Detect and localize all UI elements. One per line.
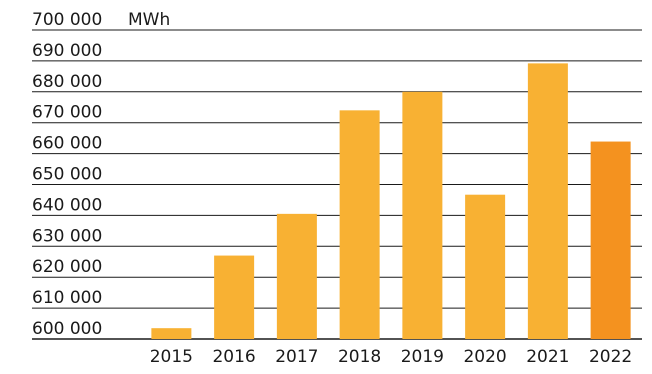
y-tick-label: 670 000 (32, 103, 102, 123)
y-tick-label: 690 000 (32, 41, 102, 61)
y-tick-label: 600 000 (32, 319, 102, 339)
x-tick-label: 2017 (275, 347, 318, 367)
y-tick-label: 630 000 (32, 226, 102, 246)
bar-2018 (339, 110, 380, 339)
x-tick-label: 2022 (589, 347, 632, 367)
y-tick-label: 620 000 (32, 257, 102, 277)
x-tick-label: 2020 (463, 347, 506, 367)
gridlines (32, 29, 642, 340)
bar-2017 (276, 213, 317, 339)
bars (151, 63, 631, 339)
y-tick-label: 640 000 (32, 195, 102, 215)
y-tick-label: 650 000 (32, 165, 102, 185)
bar-2015 (151, 328, 192, 339)
y-tick-label: 660 000 (32, 134, 102, 154)
x-tick-label: 2018 (338, 347, 381, 367)
x-tick-label: 2019 (401, 347, 444, 367)
x-tick-label: 2021 (526, 347, 569, 367)
bar-2019 (402, 91, 443, 339)
y-axis-unit-label: MWh (128, 10, 170, 30)
y-tick-label: 680 000 (32, 72, 102, 92)
bar-2020 (465, 194, 506, 339)
y-axis-tick-labels: 600 000 610 000 620 000 630 000 640 000 650 0… (32, 10, 102, 339)
bar-2016 (214, 255, 255, 339)
x-tick-label: 2016 (212, 347, 255, 367)
x-axis-category-labels: 2015 2016 2017 2018 2019 2020 2021 2022 (150, 347, 633, 367)
y-tick-label: 700 000 (32, 10, 102, 30)
bar-2022 (590, 141, 631, 339)
bar-2021 (527, 63, 568, 339)
x-tick-label: 2015 (150, 347, 193, 367)
y-tick-label: 610 000 (32, 288, 102, 308)
